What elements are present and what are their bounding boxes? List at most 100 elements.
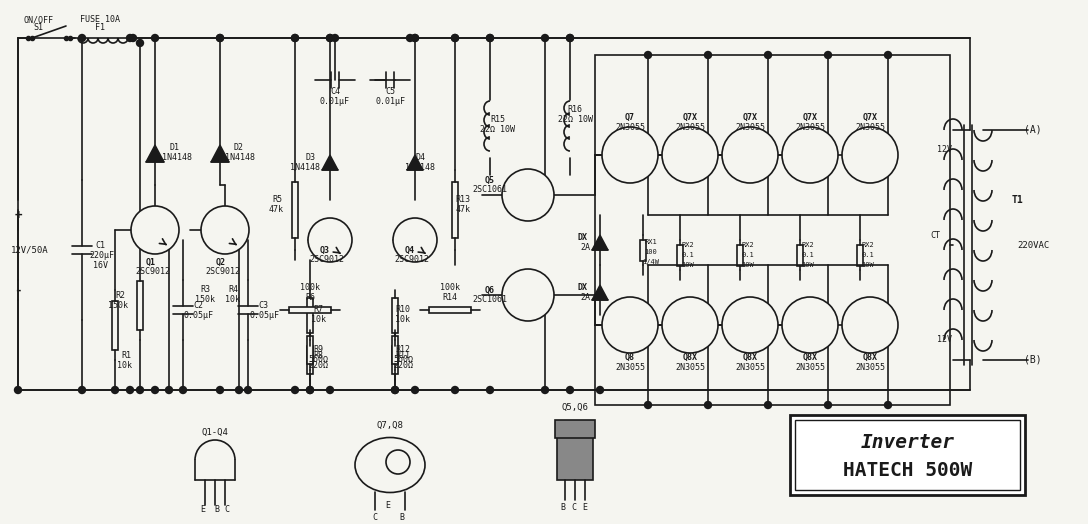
Text: T1: T1 [1012,195,1024,205]
Text: 2N3055: 2N3055 [615,363,645,372]
Text: 2N3055: 2N3055 [855,363,885,372]
Text: 10k: 10k [310,315,325,324]
Circle shape [567,387,573,394]
Text: 2A: 2A [580,293,590,302]
Bar [392,336,398,364]
Circle shape [180,387,186,394]
Circle shape [722,297,778,353]
Text: (B): (B) [1024,355,1042,365]
Circle shape [308,218,353,262]
Circle shape [411,35,419,41]
Text: R16: R16 [568,105,582,115]
Text: -: - [14,283,22,297]
Text: 10W: 10W [862,262,875,268]
Bar [452,182,458,238]
Text: HATECH 500W: HATECH 500W [843,461,972,479]
Text: S1: S1 [33,24,44,32]
Circle shape [393,218,437,262]
Text: Q5: Q5 [485,176,495,184]
Text: 16V: 16V [92,260,108,269]
Circle shape [825,401,831,409]
Text: 150k: 150k [195,296,215,304]
Bar [392,346,398,374]
Text: R2: R2 [115,290,125,300]
Text: 2SC9012: 2SC9012 [395,256,430,265]
Text: 150k: 150k [108,300,128,310]
Circle shape [452,35,458,41]
Text: 220Ω: 220Ω [393,361,413,369]
Text: R7: R7 [313,305,323,314]
Text: Q7X: Q7X [803,113,817,122]
Circle shape [542,35,548,41]
Circle shape [14,387,22,394]
Text: C5: C5 [385,88,395,96]
Text: R12: R12 [396,345,410,355]
Circle shape [486,35,494,41]
Text: R6: R6 [305,293,316,302]
Text: 12V/50A: 12V/50A [11,246,49,255]
Circle shape [502,269,554,321]
Circle shape [765,51,771,59]
Text: RX2: RX2 [802,242,815,248]
Text: RX2: RX2 [862,242,875,248]
Circle shape [765,401,771,409]
Circle shape [452,35,458,41]
Text: D3: D3 [305,154,316,162]
Circle shape [705,51,712,59]
Text: 1/4W: 1/4W [643,259,659,265]
Text: 10W: 10W [802,262,815,268]
Bar [112,300,118,350]
Text: 0.1: 0.1 [681,252,694,258]
Text: DX: DX [577,283,588,292]
Text: 10W: 10W [742,262,754,268]
Text: Q8X: Q8X [803,353,817,362]
Text: 2SC9012: 2SC9012 [309,256,345,265]
Text: 2A: 2A [580,244,590,253]
Text: R3: R3 [200,286,210,294]
Circle shape [326,35,334,41]
Text: F1: F1 [95,24,106,32]
Text: 2N3055: 2N3055 [795,363,825,372]
Circle shape [705,401,712,409]
Text: 22Ω 10W: 22Ω 10W [481,126,516,135]
Circle shape [502,169,554,221]
Circle shape [567,35,573,41]
Text: 47k: 47k [456,205,470,214]
Bar [307,298,313,333]
Text: Q2: Q2 [217,257,226,267]
Ellipse shape [355,438,425,493]
Text: R14: R14 [443,293,457,302]
Circle shape [782,127,838,183]
Circle shape [151,35,159,41]
Text: ON/OFF: ON/OFF [23,16,53,25]
Bar [137,280,143,330]
Circle shape [392,387,398,394]
Circle shape [78,35,86,41]
Text: C4: C4 [330,88,339,96]
Text: Q7X: Q7X [682,113,697,122]
Circle shape [722,127,778,183]
Circle shape [392,387,398,394]
Text: 560Ω: 560Ω [393,355,413,365]
Bar [737,245,743,266]
Bar [292,182,298,238]
Circle shape [151,387,159,394]
Circle shape [662,297,718,353]
Text: R4: R4 [228,286,238,294]
Text: 560Ω: 560Ω [308,355,327,365]
Text: Q8X: Q8X [863,353,878,362]
Text: DX: DX [577,234,588,243]
Circle shape [885,401,891,409]
Circle shape [165,387,173,394]
Circle shape [292,387,298,394]
Text: RX2: RX2 [742,242,754,248]
Text: 2N3055: 2N3055 [615,123,645,132]
Text: Inverter: Inverter [861,433,954,453]
Text: Q8X: Q8X [742,353,757,362]
Text: Q8: Q8 [625,353,635,362]
Circle shape [782,297,838,353]
Text: CT: CT [930,231,940,239]
Text: R10: R10 [396,305,410,314]
Text: R5: R5 [272,195,282,204]
Text: B: B [214,506,220,515]
